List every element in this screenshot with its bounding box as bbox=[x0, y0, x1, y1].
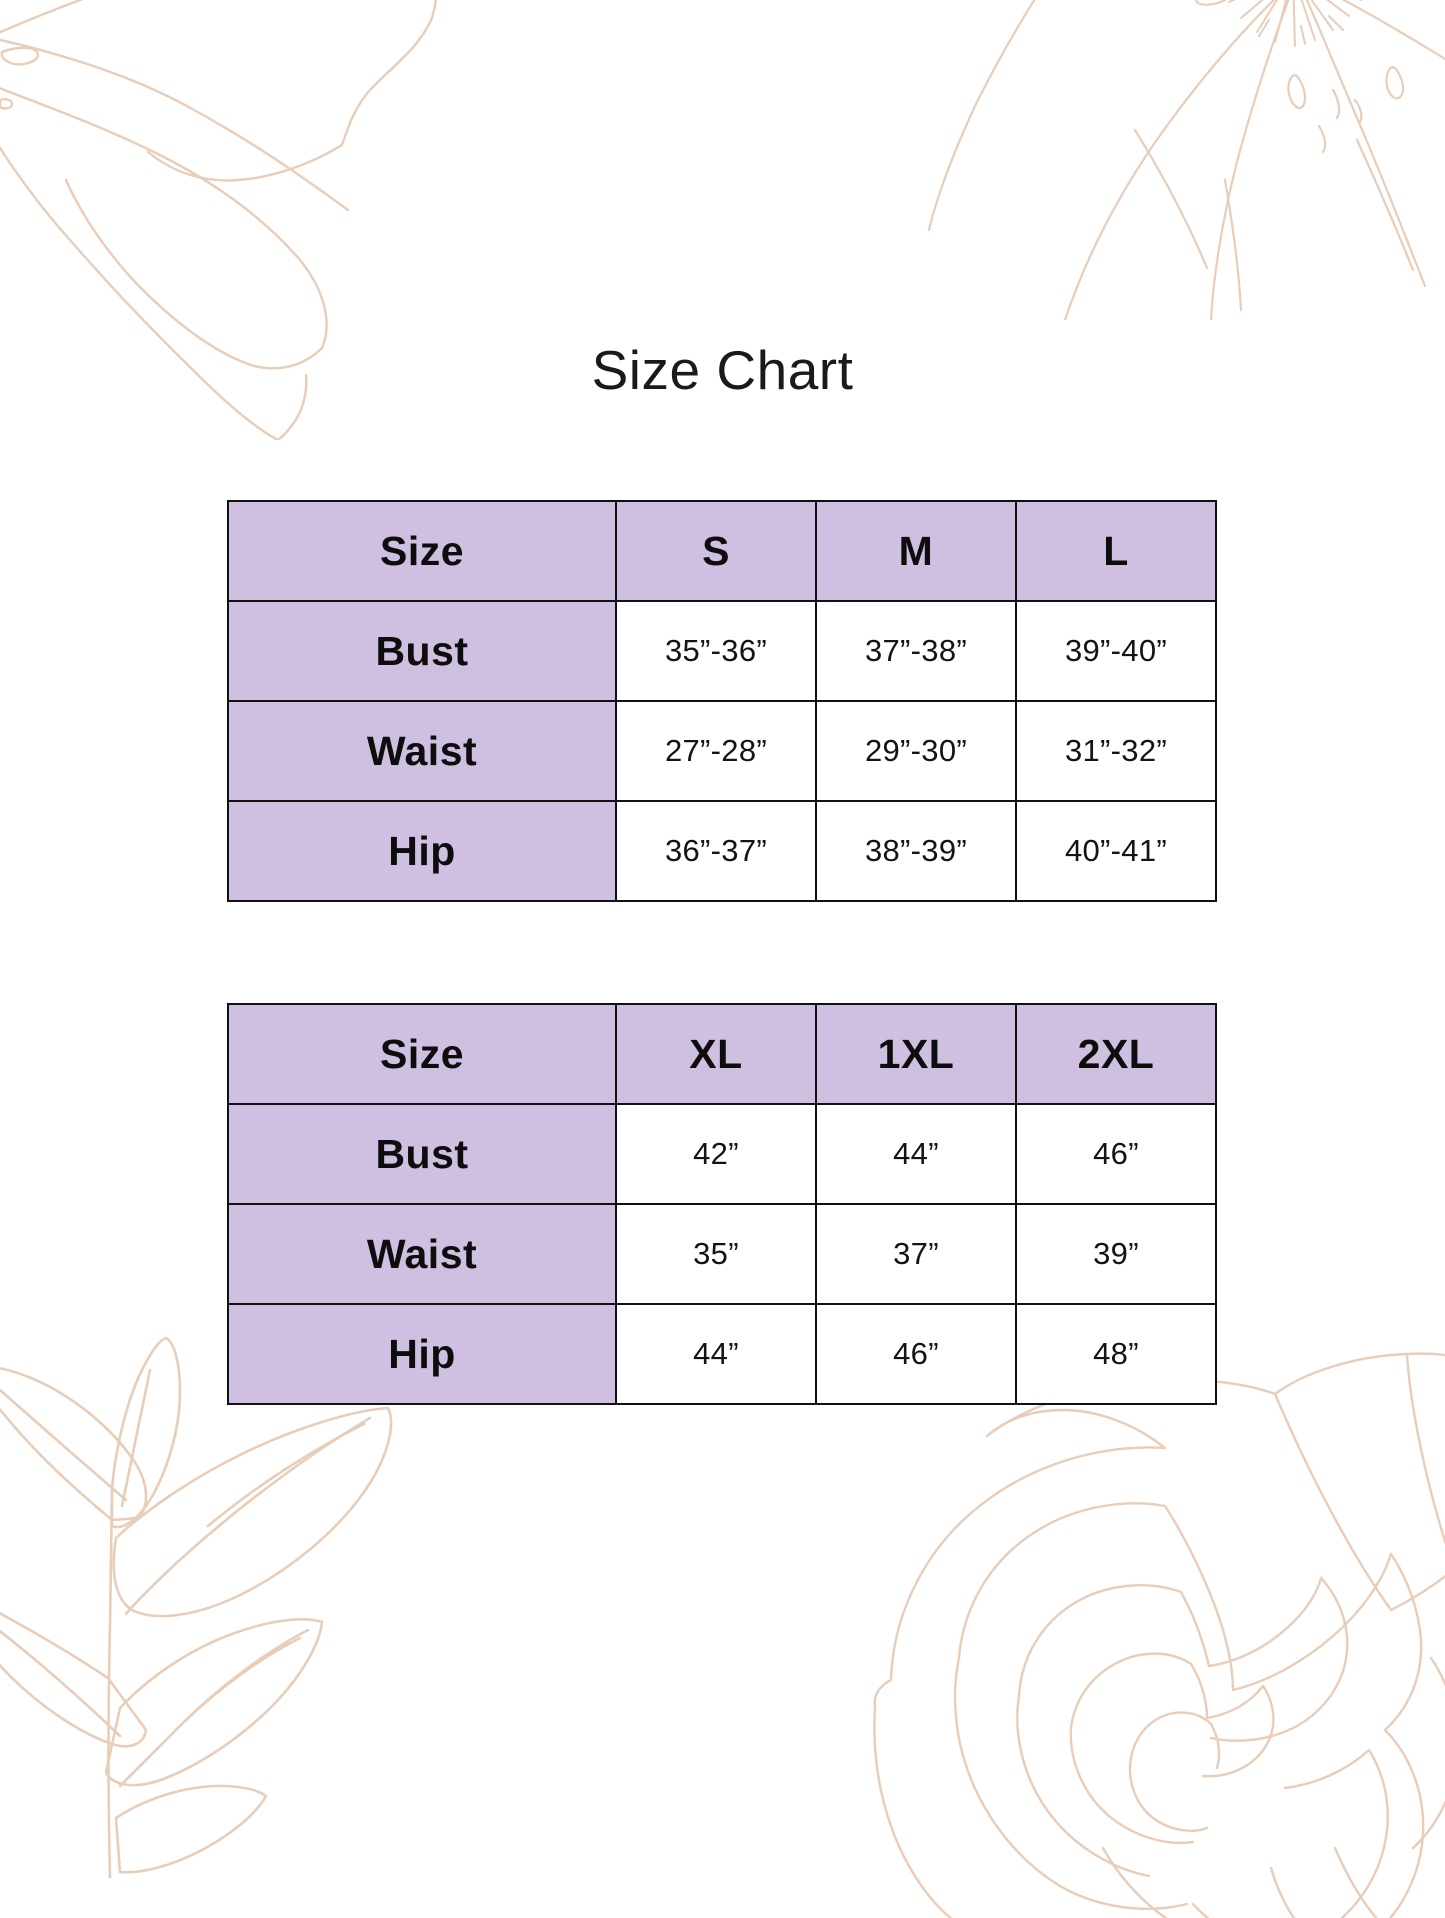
cell-bust-l: 39”-40” bbox=[1015, 600, 1217, 702]
size-table-extra-large: Size XL 1XL 2XL Bust 42” 44” 46” Waist 3… bbox=[227, 1003, 1217, 1405]
header-cell-size-s: S bbox=[615, 500, 817, 602]
table-header-row: Size S M L bbox=[227, 500, 1217, 602]
table-row: Bust 42” 44” 46” bbox=[227, 1103, 1217, 1205]
row-label-hip: Hip bbox=[227, 800, 617, 902]
header-cell-size-m: M bbox=[815, 500, 1017, 602]
row-label-waist: Waist bbox=[227, 1203, 617, 1305]
header-cell-size: Size bbox=[227, 500, 617, 602]
table-row: Hip 44” 46” 48” bbox=[227, 1303, 1217, 1405]
cell-hip-2xl: 48” bbox=[1015, 1303, 1217, 1405]
cell-waist-l: 31”-32” bbox=[1015, 700, 1217, 802]
header-cell-size-l: L bbox=[1015, 500, 1217, 602]
cell-bust-2xl: 46” bbox=[1015, 1103, 1217, 1205]
cell-waist-xl: 35” bbox=[615, 1203, 817, 1305]
cell-hip-s: 36”-37” bbox=[615, 800, 817, 902]
row-label-bust: Bust bbox=[227, 600, 617, 702]
row-label-bust: Bust bbox=[227, 1103, 617, 1205]
cell-bust-1xl: 44” bbox=[815, 1103, 1017, 1205]
cell-waist-s: 27”-28” bbox=[615, 700, 817, 802]
cell-hip-m: 38”-39” bbox=[815, 800, 1017, 902]
cell-waist-m: 29”-30” bbox=[815, 700, 1017, 802]
table-row: Bust 35”-36” 37”-38” 39”-40” bbox=[227, 600, 1217, 702]
cell-bust-m: 37”-38” bbox=[815, 600, 1017, 702]
row-label-hip: Hip bbox=[227, 1303, 617, 1405]
cell-bust-s: 35”-36” bbox=[615, 600, 817, 702]
cell-bust-xl: 42” bbox=[615, 1103, 817, 1205]
cell-hip-l: 40”-41” bbox=[1015, 800, 1217, 902]
table-row: Hip 36”-37” 38”-39” 40”-41” bbox=[227, 800, 1217, 902]
size-table-small-medium-large: Size S M L Bust 35”-36” 37”-38” 39”-40” … bbox=[227, 500, 1217, 902]
header-cell-size-1xl: 1XL bbox=[815, 1003, 1017, 1105]
row-label-waist: Waist bbox=[227, 700, 617, 802]
cell-waist-1xl: 37” bbox=[815, 1203, 1017, 1305]
cell-waist-2xl: 39” bbox=[1015, 1203, 1217, 1305]
cell-hip-xl: 44” bbox=[615, 1303, 817, 1405]
table-header-row: Size XL 1XL 2XL bbox=[227, 1003, 1217, 1105]
floral-bottom-right-icon bbox=[873, 1352, 1445, 1918]
table-row: Waist 35” 37” 39” bbox=[227, 1203, 1217, 1305]
header-cell-size: Size bbox=[227, 1003, 617, 1105]
header-cell-size-2xl: 2XL bbox=[1015, 1003, 1217, 1105]
header-cell-size-xl: XL bbox=[615, 1003, 817, 1105]
page-title: Size Chart bbox=[591, 339, 854, 401]
floral-top-right-icon bbox=[927, 0, 1445, 320]
table-row: Waist 27”-28” 29”-30” 31”-32” bbox=[227, 700, 1217, 802]
cell-hip-1xl: 46” bbox=[815, 1303, 1017, 1405]
